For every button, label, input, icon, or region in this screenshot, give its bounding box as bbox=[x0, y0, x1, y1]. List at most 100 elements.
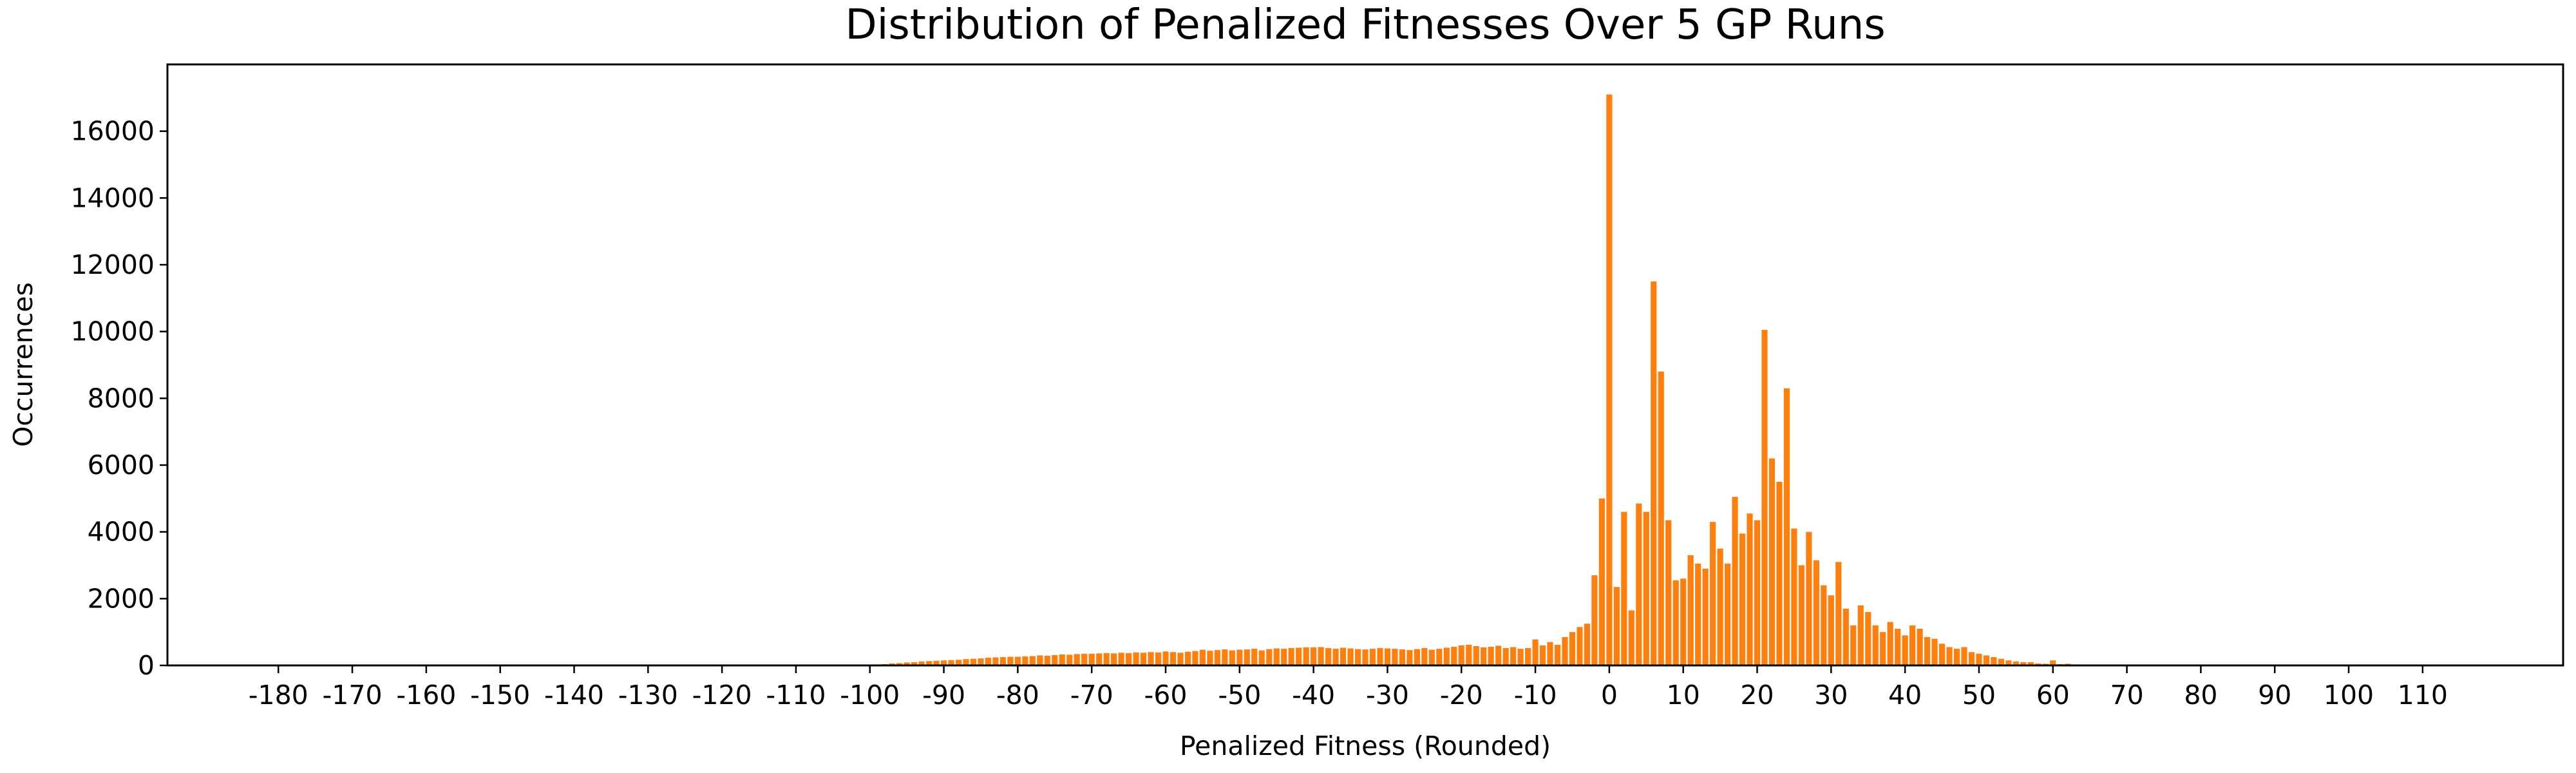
bar bbox=[1776, 481, 1783, 665]
bar bbox=[1214, 650, 1220, 665]
bar bbox=[1362, 649, 1368, 665]
x-tick-label: 90 bbox=[2258, 680, 2291, 711]
bar bbox=[1096, 653, 1103, 665]
bar bbox=[1672, 580, 1679, 665]
bar bbox=[1414, 649, 1420, 665]
bar bbox=[1384, 648, 1391, 665]
bar bbox=[1813, 560, 1819, 665]
bar bbox=[1443, 647, 1450, 665]
y-tick-label: 16000 bbox=[71, 116, 155, 147]
bar bbox=[1717, 548, 1723, 665]
bar bbox=[1074, 654, 1080, 665]
bar bbox=[1547, 642, 1553, 665]
bar bbox=[1177, 653, 1184, 665]
bar bbox=[1857, 605, 1864, 665]
bar bbox=[1976, 653, 1982, 665]
bar bbox=[1236, 649, 1243, 665]
x-tick-label: -60 bbox=[1144, 680, 1188, 711]
bar bbox=[1081, 653, 1088, 665]
bar bbox=[904, 662, 910, 665]
bar bbox=[1340, 647, 1347, 665]
bar bbox=[1725, 563, 1731, 665]
bar bbox=[1377, 648, 1383, 665]
bar bbox=[1029, 656, 1036, 665]
bar bbox=[999, 657, 1006, 665]
bar bbox=[1354, 649, 1361, 665]
bar bbox=[1917, 628, 1923, 665]
bar bbox=[1710, 522, 1716, 665]
bar bbox=[1902, 635, 1908, 665]
bar bbox=[1473, 645, 1479, 665]
x-tick-label: -110 bbox=[766, 680, 826, 711]
bar bbox=[1014, 656, 1021, 665]
bar bbox=[1880, 632, 1886, 665]
bar bbox=[1251, 649, 1258, 665]
bar bbox=[1199, 649, 1206, 665]
chart-title: Distribution of Penalized Fitnesses Over… bbox=[845, 1, 1885, 49]
x-tick-label: -80 bbox=[996, 680, 1039, 711]
bar bbox=[1577, 627, 1583, 665]
bar bbox=[1821, 585, 1827, 665]
x-tick-label: 10 bbox=[1667, 680, 1700, 711]
y-tick-label: 4000 bbox=[88, 517, 155, 548]
bar bbox=[1332, 649, 1339, 665]
x-tick-label: 70 bbox=[2110, 680, 2144, 711]
y-tick-label: 8000 bbox=[88, 383, 155, 414]
x-tick-label: 40 bbox=[1888, 680, 1922, 711]
x-tick-label: -140 bbox=[544, 680, 604, 711]
bar bbox=[1481, 647, 1487, 665]
bar bbox=[926, 661, 933, 665]
bar bbox=[1347, 648, 1354, 665]
bar bbox=[1037, 655, 1043, 665]
y-tick-label: 0 bbox=[138, 650, 155, 681]
bar bbox=[1895, 628, 1901, 665]
bar bbox=[1946, 647, 1953, 665]
x-tick-label: -10 bbox=[1514, 680, 1557, 711]
bar bbox=[1525, 648, 1531, 665]
x-tick-label: 50 bbox=[1962, 680, 1996, 711]
bar bbox=[1562, 636, 1568, 665]
bar bbox=[1288, 648, 1294, 665]
bar bbox=[1258, 650, 1265, 665]
bar bbox=[2012, 661, 2019, 665]
x-tick-label: -180 bbox=[249, 680, 308, 711]
bar bbox=[1458, 645, 1464, 665]
bar bbox=[1222, 649, 1228, 665]
bar bbox=[1229, 650, 1235, 665]
x-tick-label: -50 bbox=[1218, 680, 1261, 711]
bar bbox=[1754, 520, 1761, 665]
bar bbox=[1850, 625, 1857, 665]
bar bbox=[1155, 652, 1162, 665]
bar bbox=[1059, 654, 1065, 665]
bar bbox=[1991, 657, 1997, 665]
bar bbox=[1695, 563, 1701, 665]
bar bbox=[1311, 647, 1317, 665]
x-tick-label: -100 bbox=[840, 680, 900, 711]
x-tick-label: -150 bbox=[470, 680, 530, 711]
x-tick-label: 0 bbox=[1601, 680, 1618, 711]
bar bbox=[978, 658, 984, 665]
bar bbox=[1318, 647, 1324, 665]
bar bbox=[1088, 653, 1095, 665]
bar bbox=[2050, 660, 2056, 665]
bar bbox=[1983, 655, 1990, 665]
bar bbox=[1170, 652, 1177, 665]
bar bbox=[1281, 649, 1287, 665]
bar bbox=[1052, 654, 1058, 665]
x-tick-label: 60 bbox=[2036, 680, 2070, 711]
bar bbox=[1747, 513, 1753, 665]
x-tick-label: 100 bbox=[2324, 680, 2374, 711]
bar bbox=[1162, 651, 1169, 665]
bar bbox=[1591, 575, 1598, 665]
bar bbox=[1643, 511, 1649, 665]
bar bbox=[955, 660, 962, 665]
bar bbox=[2035, 663, 2041, 665]
bar bbox=[1702, 568, 1709, 665]
bar bbox=[992, 657, 999, 665]
bar bbox=[1022, 656, 1028, 665]
bar bbox=[1369, 649, 1376, 665]
bar bbox=[1140, 653, 1147, 665]
bar bbox=[1835, 562, 1842, 665]
bar bbox=[1598, 498, 1605, 665]
